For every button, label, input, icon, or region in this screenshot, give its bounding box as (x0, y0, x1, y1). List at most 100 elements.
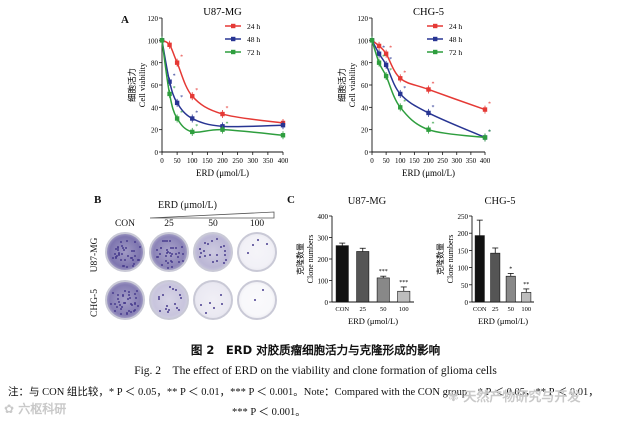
legend-marker (231, 49, 236, 55)
colony-dot (175, 247, 178, 250)
significance-mark: * (382, 55, 385, 61)
y-tick-label: 100 (458, 265, 469, 273)
colony-dot (120, 305, 123, 308)
y-tick-label: 80 (361, 60, 369, 68)
significance-mark: *** (399, 280, 408, 286)
legend-label: 48 h (449, 35, 462, 44)
colony-dot (224, 250, 226, 253)
y-tick-label: 150 (458, 247, 469, 255)
culture-dish (105, 232, 145, 272)
line-chart-u87mg: U87-MG 0 20 40 60 80 100 120 0 50 100 150 200 250 300 3… (127, 7, 289, 178)
data-point (426, 110, 431, 116)
colony-dot (174, 288, 177, 291)
col-label-100: 100 (249, 219, 265, 229)
y-tick-label: 100 (318, 278, 329, 286)
significance-mark: *** (379, 269, 388, 275)
legend-label: 72 h (247, 48, 260, 57)
colony-dot (210, 240, 213, 243)
colony-dot (172, 287, 175, 290)
data-point (426, 87, 431, 92)
colony-dot (121, 244, 124, 247)
x-tick-label: 200 (423, 157, 434, 165)
x-tick-label: 100 (187, 157, 198, 165)
colony-dot (179, 294, 182, 297)
colony-dot (135, 297, 138, 300)
legend-label: 72 h (449, 48, 462, 57)
y-axis-label-en: Clone numbers (446, 235, 455, 284)
watermark-right: ✾ 天然产物研究与开发 (448, 390, 581, 405)
significance-mark: * (488, 129, 491, 135)
colony-dot (178, 261, 181, 264)
x-tick-label: 0 (370, 157, 374, 165)
col-label-25: 25 (164, 219, 174, 229)
colony-dot (117, 294, 120, 297)
watermark-left: ✿ 六枢科研 (4, 402, 67, 416)
colony-dot (112, 292, 115, 295)
data-point (398, 105, 403, 110)
data-point (376, 60, 382, 65)
colony-dot (110, 303, 113, 306)
data-point (220, 111, 225, 117)
colony-dot (167, 311, 170, 314)
data-point (174, 100, 180, 106)
culture-dish (237, 232, 277, 272)
data-point (398, 91, 403, 97)
significance-mark: * (389, 68, 392, 74)
significance-mark: * (226, 106, 229, 112)
x-tick-label: 150 (202, 157, 213, 165)
y-tick-label: 120 (148, 15, 159, 23)
colony-dot (166, 251, 169, 254)
colony-dot (261, 289, 264, 292)
data-point (383, 62, 389, 68)
x-tick-label: 400 (278, 157, 289, 165)
colony-dot (223, 261, 226, 264)
colony-dot (216, 238, 219, 241)
colony-dot (122, 246, 125, 249)
colony-dot (123, 265, 126, 268)
colony-dot (117, 246, 120, 249)
x-tick-label: 200 (217, 157, 228, 165)
colony-dot (204, 312, 207, 315)
colony-dot (251, 244, 254, 247)
legend-label: 24 h (247, 22, 260, 31)
colony-dot (119, 241, 122, 244)
colony-dot (128, 297, 131, 300)
data-point (174, 60, 180, 65)
data-point (482, 107, 488, 112)
legend-marker (231, 23, 236, 29)
colony-dot (216, 259, 219, 262)
significance-mark: * (195, 111, 198, 117)
x-tick-label: CON (335, 306, 349, 313)
colony-dot (158, 310, 161, 312)
y-tick-label: 200 (318, 256, 329, 264)
y-tick-label: 60 (361, 82, 369, 90)
colony-dot (182, 252, 185, 255)
panel-b-dishes: ERD (μmol/L) CON 25 50 100 U87-MG CHG-5 (90, 198, 277, 338)
y-tick-label: 50 (461, 282, 469, 290)
data-point (190, 129, 195, 135)
colony-dot (113, 252, 116, 255)
significance-mark: * (173, 86, 176, 92)
significance-mark: * (226, 122, 229, 128)
x-tick-label: 300 (452, 157, 463, 165)
colony-dot (126, 266, 128, 269)
x-tick-label: 150 (409, 157, 420, 165)
bar-title-u87mg: U87-MG (347, 196, 387, 207)
colony-dot (177, 252, 180, 255)
culture-dish (105, 280, 145, 320)
colony-dot (165, 239, 168, 242)
x-tick-label: 350 (466, 157, 477, 165)
x-tick-label: 250 (232, 157, 243, 165)
legend-marker (433, 23, 438, 29)
colony-dot (181, 245, 184, 248)
colony-dot (177, 255, 180, 258)
colony-dot (219, 294, 222, 297)
x-tick-label: 100 (399, 306, 409, 313)
data-point (280, 133, 286, 138)
colony-dot (170, 265, 173, 268)
colony-dot (116, 306, 119, 309)
chart-title: U87-MG (203, 7, 242, 18)
colony-dot (169, 285, 172, 288)
y-axis-label-cn: 克隆数量 (295, 243, 305, 275)
colony-dot (124, 259, 127, 262)
